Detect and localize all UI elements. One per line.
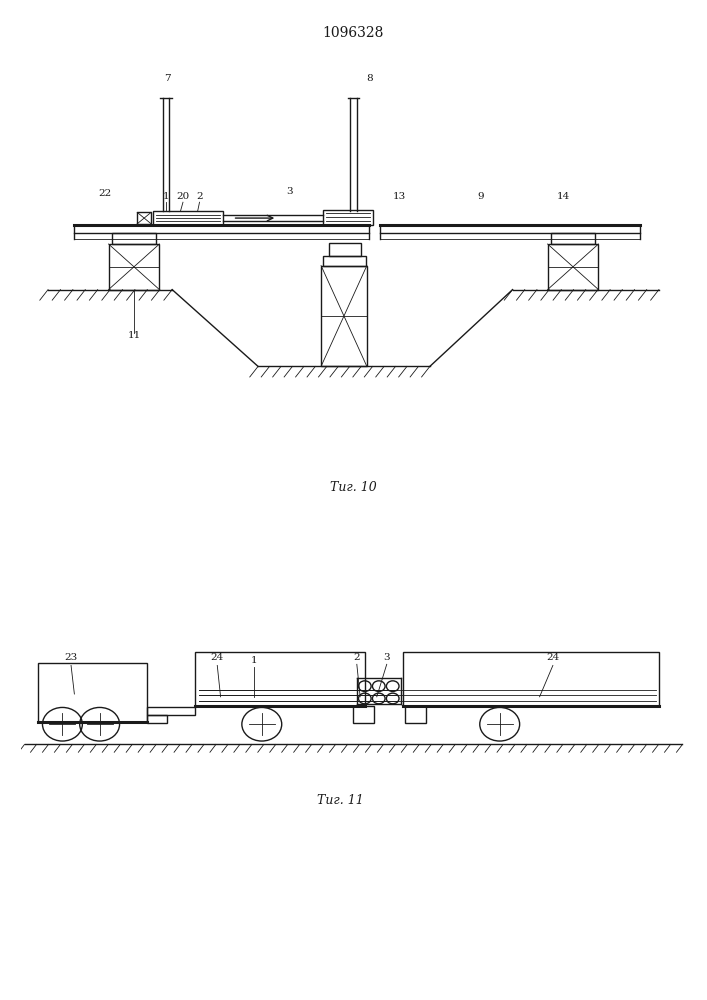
Bar [321,266,367,366]
Text: 1: 1 [163,192,169,201]
Text: 1096328: 1096328 [323,26,384,40]
Bar [112,233,156,244]
Text: 11: 11 [127,331,141,340]
Text: Τиг. 11: Τиг. 11 [317,794,363,807]
Text: 14: 14 [557,192,570,201]
Text: 13: 13 [393,192,407,201]
Text: 2: 2 [197,192,203,201]
Text: 24: 24 [547,653,559,662]
Text: 24: 24 [211,653,224,662]
Text: 2: 2 [354,653,360,662]
Bar [404,706,426,723]
Text: 1: 1 [250,656,257,665]
Bar [195,652,365,706]
Text: 23: 23 [64,653,78,662]
Text: 8: 8 [366,74,373,83]
Bar [38,663,148,722]
Bar [153,211,223,225]
Bar [353,706,374,723]
Bar [551,233,595,244]
Bar [137,212,151,224]
Text: 3: 3 [286,187,293,196]
Text: 20: 20 [176,192,189,201]
Bar [148,707,195,715]
Text: 7: 7 [165,74,171,83]
Text: Τиг. 10: Τиг. 10 [330,481,377,494]
Bar [548,244,598,290]
Text: 22: 22 [99,189,112,198]
Bar [109,244,160,290]
Bar [323,210,373,225]
Bar [403,652,659,706]
Text: 3: 3 [383,653,390,662]
Bar [329,243,361,256]
Bar [148,715,168,723]
Text: 9: 9 [477,192,484,201]
Bar [323,256,366,266]
